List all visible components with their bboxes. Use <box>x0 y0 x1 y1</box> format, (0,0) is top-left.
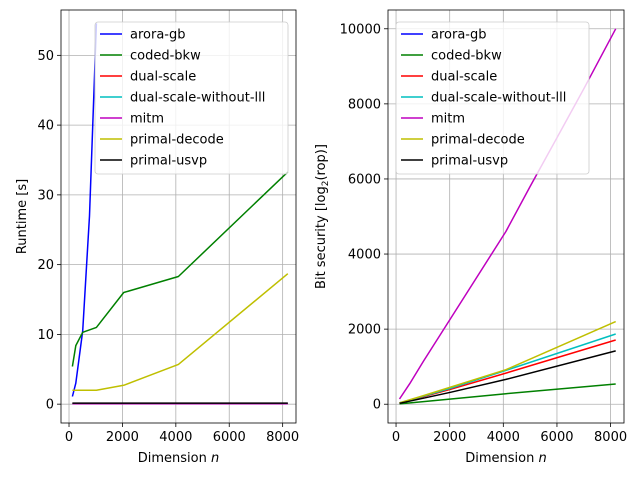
x-tick-label: 8000 <box>266 430 299 445</box>
series-line-primal-decode <box>72 273 289 391</box>
y-tick-label: 0 <box>373 398 381 413</box>
y-axis-label: Runtime [s] <box>15 179 30 254</box>
plot-frame <box>387 9 625 424</box>
y-tick-label: 10000 <box>340 22 381 37</box>
y-tick-label: 6000 <box>348 172 381 187</box>
x-tick-label: 4000 <box>159 430 192 445</box>
y-tick-label: 10 <box>37 328 54 343</box>
series-line-primal-usvp <box>399 350 616 405</box>
x-axis-label: Dimension n <box>138 451 219 466</box>
legend-label-arora-gb: arora-gb <box>431 28 487 43</box>
x-tick-label: 4000 <box>487 430 520 445</box>
plot-frame <box>60 9 297 424</box>
x-tick-label: 8000 <box>594 430 627 445</box>
runtime-chart: 0 2000 4000 6000 8000 0 10 20 30 40 50 Dimension n R… <box>15 9 299 466</box>
x-tick-label: 2000 <box>433 430 466 445</box>
series-line-arora-gb <box>71 23 98 397</box>
legend-label-arora-gb: arora-gb <box>130 28 186 43</box>
x-axis-label: Dimension n <box>465 451 546 466</box>
x-tick-label: 6000 <box>213 430 246 445</box>
legend-label-dual-scale: dual-scale <box>431 70 497 85</box>
y-tick-label: 30 <box>37 188 54 203</box>
legend-label-dual-scale-without-lll: dual-scale-without-lll <box>431 91 566 106</box>
x-tick-label: 2000 <box>106 430 139 445</box>
y-tick-label: 50 <box>37 49 54 64</box>
legend-label-primal-usvp: primal-usvp <box>431 154 508 169</box>
legend-label-primal-decode: primal-decode <box>431 133 525 148</box>
y-tick-label: 40 <box>37 119 54 134</box>
legend-label-mitm: mitm <box>431 112 465 127</box>
y-tick-label: 4000 <box>348 248 381 263</box>
x-tick-label: 0 <box>392 430 400 445</box>
y-tick-label: 2000 <box>348 323 381 338</box>
legend-label-coded-bkw: coded-bkw <box>130 49 201 64</box>
legend-label-primal-usvp: primal-usvp <box>130 154 207 169</box>
legend-box <box>94 21 289 175</box>
series-line-coded-bkw <box>399 383 616 405</box>
series-line-coded-bkw <box>71 171 289 367</box>
y-tick-label: 20 <box>37 258 54 273</box>
x-tick-label: 0 <box>65 430 73 445</box>
legend-label-dual-scale-without-lll: dual-scale-without-lll <box>130 91 265 106</box>
x-tick-label: 6000 <box>540 430 573 445</box>
legend-label-primal-decode: primal-decode <box>130 133 224 148</box>
series-line-primal-decode <box>399 320 617 404</box>
legend-label-coded-bkw: coded-bkw <box>431 49 502 64</box>
legend-label-dual-scale: dual-scale <box>130 70 196 85</box>
y-axis-label: Bit security [log2(rop)] <box>314 144 331 289</box>
bit-security-chart: 0 2000 4000 6000 8000 0 2000 4000 6000 8000 10000 D… <box>314 9 627 466</box>
legend-box <box>395 21 590 175</box>
y-tick-label: 0 <box>46 398 54 413</box>
y-tick-label: 8000 <box>348 97 381 112</box>
legend-label-mitm: mitm <box>130 112 164 127</box>
